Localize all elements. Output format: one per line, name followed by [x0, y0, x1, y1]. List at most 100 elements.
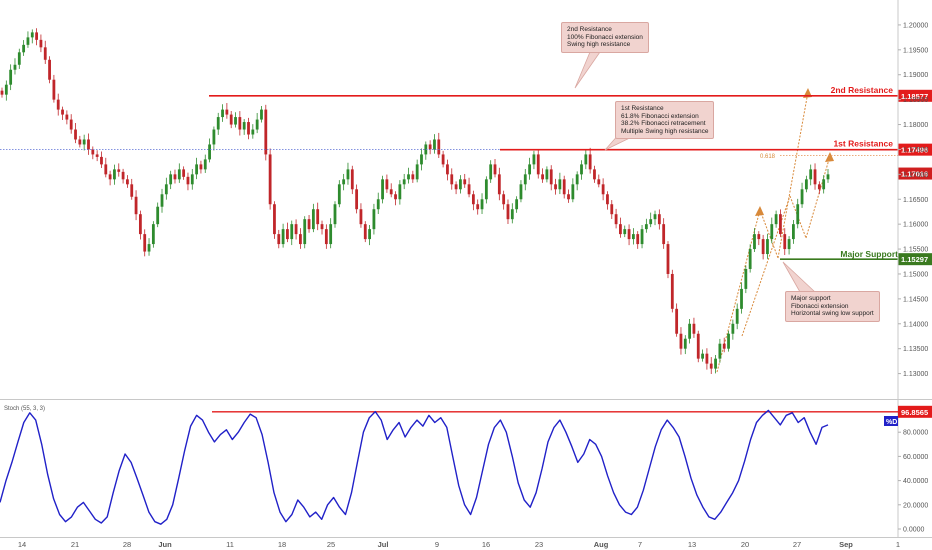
second-resistance-label: 2nd Resistance [831, 85, 894, 95]
candle-body [359, 209, 363, 225]
stoch-level-text: 96.8565 [901, 408, 928, 417]
candle-body [441, 154, 445, 165]
candle-body [519, 184, 523, 200]
date-tick-label: 11 [226, 540, 234, 549]
candle-body [87, 139, 90, 150]
fib-extension-segment [777, 91, 809, 259]
candle-body [446, 164, 449, 175]
candlesticks [0, 28, 830, 374]
candle-body [368, 229, 371, 240]
stochastic-panel: Stoch (55, 3, 3) 80.0000 60.0000 40.0000 20.… [0, 405, 932, 534]
candle-body [286, 229, 289, 240]
candle-body [143, 234, 147, 252]
date-tick-label: 28 [123, 540, 131, 549]
candle-body [744, 268, 748, 289]
candle-body [536, 154, 540, 175]
candle-body [692, 323, 696, 334]
candle-body [203, 159, 207, 170]
candle-body [208, 144, 211, 160]
candle-body [813, 169, 817, 185]
candle-body [121, 171, 125, 180]
candle-body [735, 308, 739, 324]
candle-body [476, 204, 480, 210]
candle-body [480, 199, 484, 210]
candle-body [562, 179, 566, 195]
candle-body [311, 209, 315, 230]
candle-body [407, 174, 410, 180]
date-tick-label: 9 [435, 540, 439, 549]
candle-body [104, 164, 108, 175]
candle-body [437, 139, 441, 155]
candle-body [714, 358, 717, 369]
candle-body [493, 164, 497, 175]
candle-body [147, 244, 151, 252]
candle-body [463, 179, 467, 185]
candle-body [95, 154, 99, 157]
candle-body [173, 174, 177, 180]
note-line: 61.8% Fibonacci extension [621, 112, 699, 120]
date-tick-label: Jul [378, 540, 389, 549]
candle-body [766, 239, 769, 255]
fib-618-label: 0.618 [760, 154, 776, 160]
price-tick-label: 1.20000 [903, 22, 928, 29]
candle-body [247, 122, 250, 135]
candle-body [385, 179, 389, 190]
candle-body [61, 109, 64, 115]
candle-body [290, 224, 294, 240]
candle-body [65, 114, 69, 120]
candle-body [186, 176, 190, 185]
candle-body [342, 179, 346, 185]
note-line: Multiple Swing high resistance [621, 127, 709, 135]
first-resistance-label: 1st Resistance [833, 139, 893, 149]
note-line: 1st Resistance [621, 105, 664, 112]
candle-body [822, 179, 826, 190]
date-tick-label: 13 [688, 540, 696, 549]
candle-body [100, 156, 103, 165]
candle-body [657, 214, 661, 225]
candle-body [653, 214, 657, 220]
candle-body [151, 224, 155, 245]
stoch-tick-label: 20.0000 [903, 502, 928, 509]
price-tick-label: 1.19500 [903, 47, 928, 54]
first-resistance-price-tag [898, 143, 932, 156]
price-axis: 1.20000 1.19500 1.19000 1.18500 1.18000 1.175… [0, 0, 932, 538]
stoch-level-tag [898, 405, 932, 418]
candle-body [113, 169, 116, 180]
candle-body [13, 64, 17, 70]
candle-body [234, 117, 237, 125]
candle-body [575, 174, 579, 185]
candle-body [601, 184, 605, 195]
candle-body [26, 37, 30, 45]
candle-body [130, 184, 134, 197]
candle-body [783, 234, 787, 250]
candle-body [134, 196, 138, 215]
candle-body [696, 333, 700, 359]
candle-body [701, 353, 704, 359]
date-tick-label: 14 [18, 540, 26, 549]
note-line: Major support [791, 295, 831, 302]
candle-body [190, 174, 194, 185]
candle-body [22, 44, 26, 53]
candle-body [826, 174, 830, 180]
note-line: Fibonacci extension [791, 302, 849, 310]
candle-body [597, 179, 601, 185]
candle-body [528, 164, 532, 175]
price-tick-label: 1.13500 [903, 346, 928, 353]
candle-body [411, 174, 415, 180]
candle-body [753, 234, 756, 250]
stochastic-label: Stoch (55, 3, 3) [4, 406, 45, 412]
candle-body [260, 109, 263, 120]
candle-body [722, 343, 726, 349]
candle-body [779, 214, 782, 235]
stoch-d-line [0, 409, 829, 525]
stoch-series-name: %D [886, 419, 897, 426]
date-tick-label: 7 [638, 540, 642, 549]
candle-body [52, 79, 56, 100]
date-tick-label: 21 [71, 540, 79, 549]
fib-extension-segment [805, 155, 831, 239]
candle-body [78, 139, 82, 145]
candle-body [757, 234, 761, 240]
date-tick-label: 25 [327, 540, 335, 549]
candle-body [398, 184, 402, 200]
